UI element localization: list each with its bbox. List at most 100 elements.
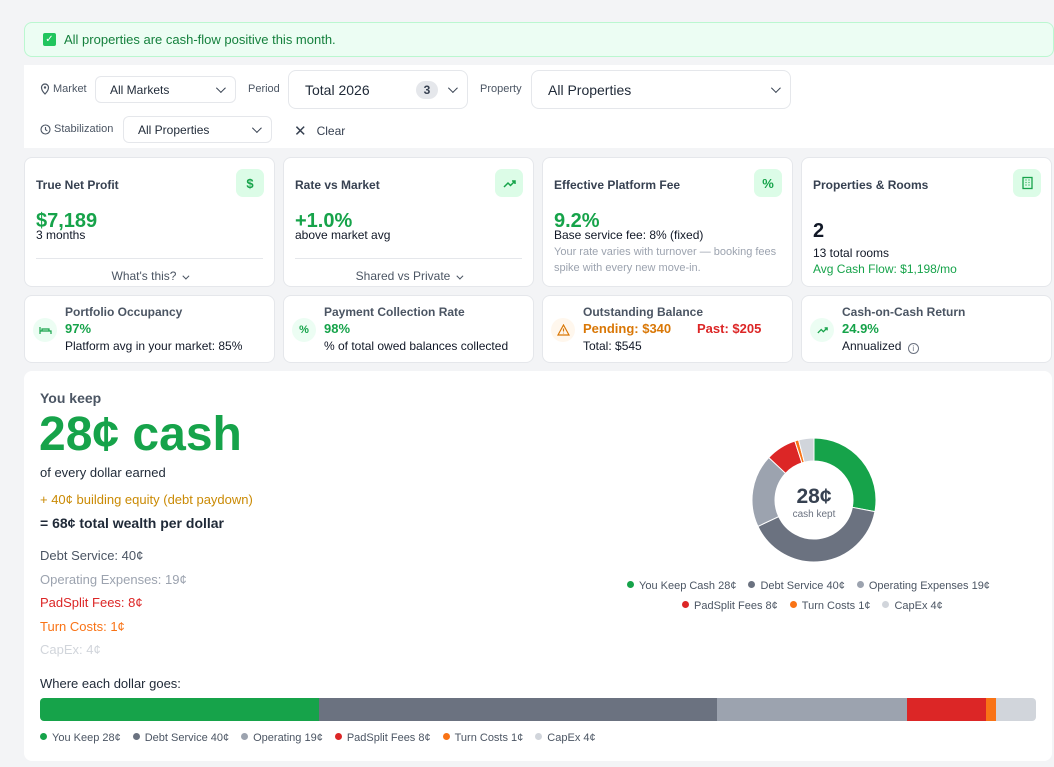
trending-up-icon	[495, 169, 523, 197]
turn-costs-line: Turn Costs: 1¢	[40, 619, 125, 634]
occupancy-sub: Platform avg in your market: 85%	[65, 339, 243, 353]
donut-center-sub: cash kept	[793, 509, 836, 520]
property-select[interactable]: All Properties	[531, 70, 791, 109]
chevron-down-icon	[182, 272, 190, 280]
legend-item: You Keep Cash 28¢	[627, 580, 736, 592]
bar-title: Where each dollar goes:	[40, 676, 181, 691]
building-icon	[1013, 169, 1041, 197]
stabilization-select[interactable]: All Properties	[123, 116, 272, 143]
coc-value: 24.9%	[842, 321, 879, 336]
legend-item: Operating Expenses 19¢	[856, 580, 990, 592]
properties-card: Properties & Rooms 2 13 total rooms Avg …	[801, 157, 1052, 287]
pending-value: Pending: $340	[583, 321, 672, 336]
percent-icon: %	[754, 169, 782, 197]
chevron-down-icon	[251, 123, 262, 134]
donut-center-value: 28¢	[796, 485, 831, 508]
capex-line: CapEx: 4¢	[40, 642, 101, 657]
chevron-down-icon	[447, 83, 458, 94]
bar-segment-capex	[996, 698, 1036, 721]
bar-legend: You Keep 28¢ Debt Service 40¢ Operating …	[40, 732, 596, 744]
you-keep-label: You keep	[40, 390, 102, 406]
legend-item: Operating 19¢	[241, 732, 323, 744]
card-title: Properties & Rooms	[813, 178, 929, 192]
stabilization-label: Stabilization	[40, 123, 113, 135]
property-label: Property	[480, 83, 522, 95]
rate-sub: above market avg	[295, 228, 391, 242]
headline-cash: 28¢ cash	[39, 408, 242, 461]
filter-bar: Market All Markets Period Total 2026 3 P…	[24, 65, 1054, 148]
bar-segment-padsplit-fees	[906, 698, 987, 721]
rate-value: +1.0%	[295, 210, 353, 232]
clock-icon	[40, 123, 51, 135]
metric-title: Outstanding Balance	[583, 305, 704, 319]
donut-legend-row-1: You Keep Cash 28¢ Debt Service 40¢ Opera…	[627, 580, 990, 592]
bar-segment-operating	[717, 698, 907, 721]
opex-line: Operating Expenses: 19¢	[40, 572, 187, 587]
bar-segment-keep	[40, 698, 319, 721]
outstanding-card: Outstanding Balance Pending: $340 Past: …	[542, 295, 793, 363]
chevron-down-icon	[770, 83, 781, 94]
period-count-badge: 3	[416, 80, 438, 99]
metric-title: Payment Collection Rate	[324, 305, 465, 319]
whats-this-toggle[interactable]: What's this?	[25, 269, 274, 283]
location-pin-icon	[40, 83, 50, 95]
padsplit-fees-line: PadSplit Fees: 8¢	[40, 595, 143, 610]
legend-item: PadSplit Fees 8¢	[682, 600, 778, 612]
bar-segment-turn-costs	[986, 698, 997, 721]
chevron-down-icon	[215, 83, 226, 94]
shared-vs-private-toggle[interactable]: Shared vs Private	[284, 269, 533, 283]
equity-text: + 40¢ building equity (debt paydown)	[40, 492, 253, 507]
card-title: Rate vs Market	[295, 178, 380, 192]
dollar-breakdown-panel: You keep 28¢ cash of every dollar earned…	[24, 371, 1052, 761]
properties-count: 2	[813, 220, 825, 242]
divider	[295, 258, 522, 259]
market-label: Market	[40, 83, 87, 95]
net-profit-sub: 3 months	[36, 228, 86, 242]
legend-item: PadSplit Fees 8¢	[334, 732, 431, 744]
occupancy-card: Portfolio Occupancy 97% Platform avg in …	[24, 295, 275, 363]
bed-icon	[33, 318, 57, 342]
check-icon: ✓	[43, 33, 56, 46]
info-icon[interactable]: i	[907, 343, 919, 354]
debt-service-line: Debt Service: 40¢	[40, 548, 144, 563]
close-icon: ✕	[294, 123, 307, 140]
card-title: True Net Profit	[36, 178, 119, 192]
trending-up-icon	[810, 318, 834, 342]
total-wealth-text: = 68¢ total wealth per dollar	[40, 515, 225, 531]
card-title: Effective Platform Fee	[554, 178, 681, 192]
outstanding-total: Total: $545	[583, 339, 642, 353]
legend-item: Turn Costs 1¢	[789, 600, 870, 612]
cashflow-banner: ✓ All properties are cash-flow positive …	[24, 22, 1054, 57]
fee-value: 9.2%	[554, 210, 600, 232]
market-select[interactable]: All Markets	[95, 76, 236, 103]
donut-slice-debt-service	[757, 506, 876, 563]
collection-sub: % of total owed balances collected	[324, 339, 509, 353]
metric-title: Portfolio Occupancy	[65, 305, 183, 319]
period-select[interactable]: Total 2026 3	[288, 70, 468, 109]
percent-icon: %	[292, 318, 316, 342]
donut-slice-capex	[797, 437, 815, 463]
bar-segment-debt-service	[318, 698, 718, 721]
divider	[36, 258, 263, 259]
past-due-value: Past: $205	[697, 321, 762, 336]
period-label: Period	[248, 83, 280, 95]
metric-title: Cash-on-Cash Return	[842, 305, 966, 319]
collection-value: 98%	[324, 321, 351, 336]
clear-button[interactable]: ✕ Clear	[294, 123, 346, 140]
legend-item: You Keep 28¢	[40, 732, 121, 744]
donut-legend-row-2: PadSplit Fees 8¢ Turn Costs 1¢ CapEx 4¢	[682, 600, 943, 612]
avg-cashflow: Avg Cash Flow: $1,198/mo	[813, 262, 957, 276]
rate-card: Rate vs Market +1.0% above market avg Sh…	[283, 157, 534, 287]
per-dollar-text: of every dollar earned	[40, 465, 166, 480]
donut-chart: 28¢ cash kept	[751, 437, 877, 563]
fee-sub: Base service fee: 8% (fixed)	[554, 228, 704, 242]
occupancy-value: 97%	[65, 321, 92, 336]
net-profit-card: True Net Profit $ $7,189 3 months What's…	[24, 157, 275, 287]
legend-item: Debt Service 40¢	[748, 580, 845, 592]
net-profit-value: $7,189	[36, 210, 98, 232]
platform-fee-card: Effective Platform Fee % 9.2% Base servi…	[542, 157, 793, 287]
legend-item: Debt Service 40¢	[132, 732, 229, 744]
legend-item: CapEx 4¢	[535, 732, 596, 744]
fee-note: Your rate varies with turnover — booking…	[554, 246, 777, 274]
legend-item: CapEx 4¢	[882, 600, 943, 612]
